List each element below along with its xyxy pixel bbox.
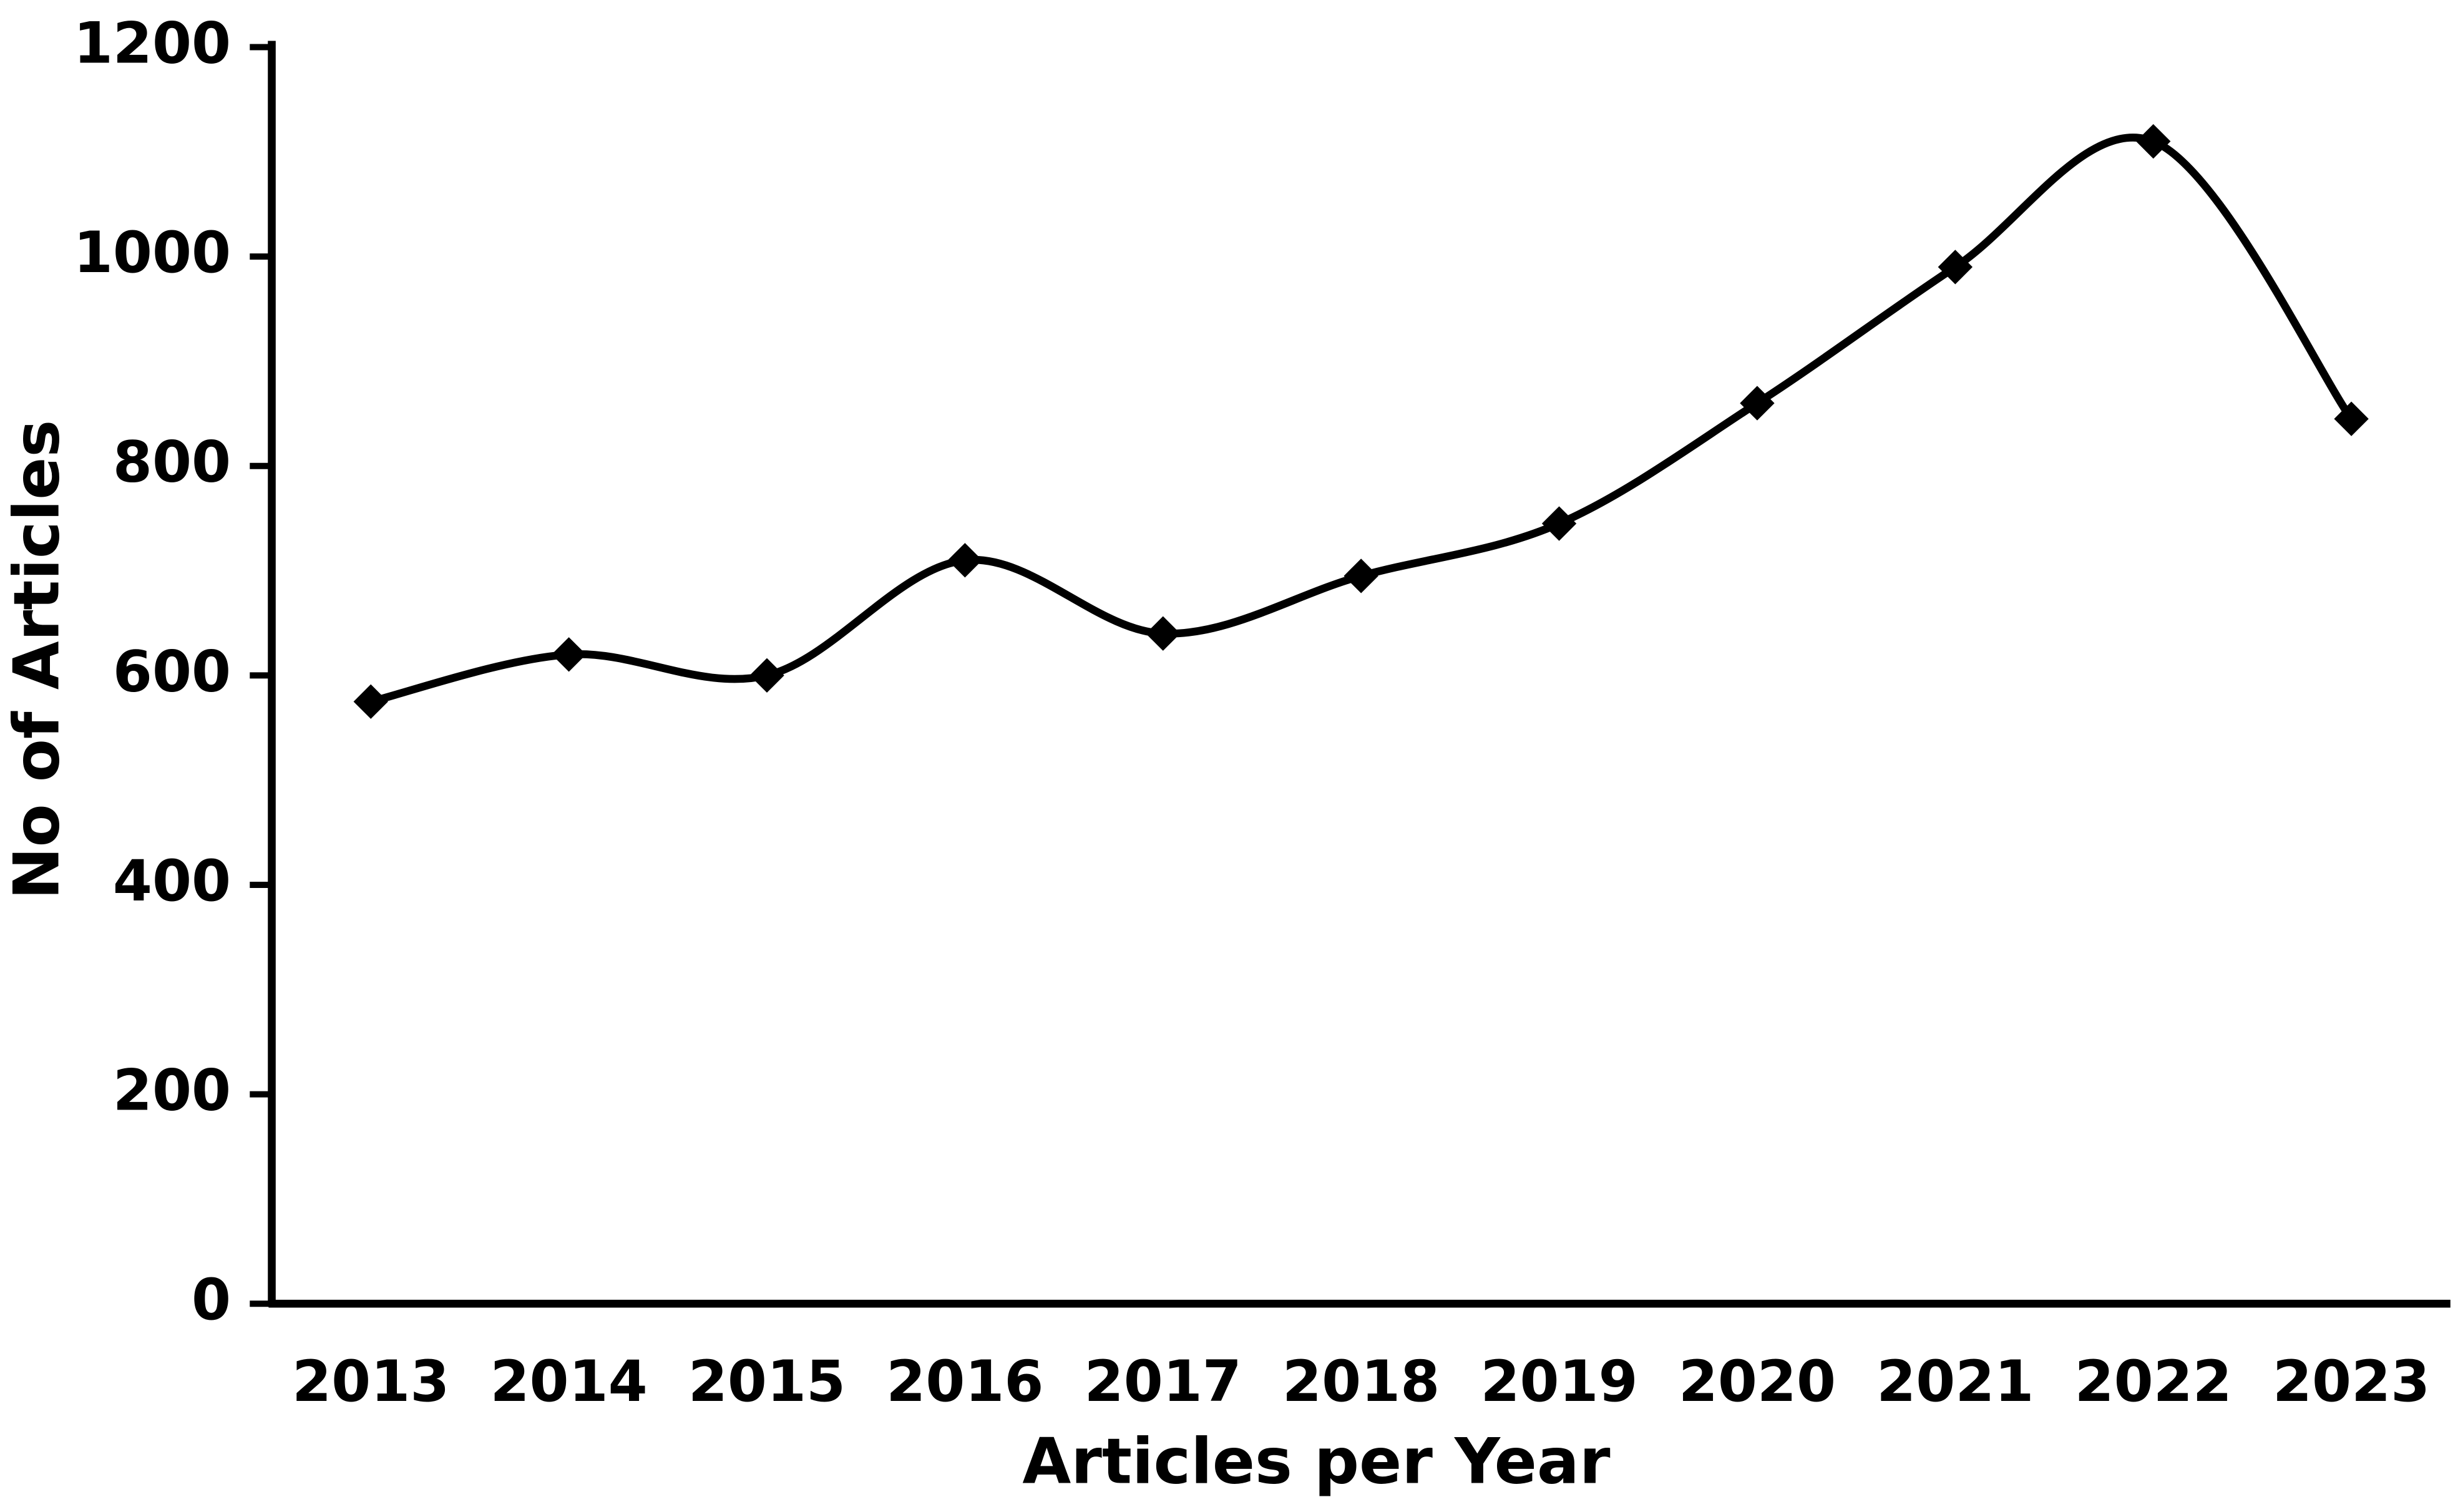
data-point bbox=[749, 658, 784, 693]
x-tick-label: 2015 bbox=[688, 1349, 846, 1415]
data-point bbox=[1541, 506, 1577, 541]
y-tick-label: 400 bbox=[113, 849, 231, 914]
y-tick-label: 1000 bbox=[74, 220, 231, 286]
data-point bbox=[551, 637, 587, 672]
y-tick-label: 200 bbox=[113, 1058, 231, 1123]
x-tick-label: 2014 bbox=[490, 1349, 648, 1415]
y-tick-label: 800 bbox=[113, 430, 231, 495]
y-tick-label: 600 bbox=[113, 639, 231, 705]
x-tick-label: 2020 bbox=[1679, 1349, 1836, 1415]
x-tick-label: 2017 bbox=[1085, 1349, 1242, 1415]
data-point bbox=[1938, 250, 1973, 285]
x-tick-label: 2016 bbox=[886, 1349, 1043, 1415]
data-point bbox=[2136, 124, 2171, 159]
y-tick-label: 0 bbox=[192, 1267, 231, 1333]
data-point bbox=[947, 543, 983, 578]
x-tick-label: 2019 bbox=[1480, 1349, 1637, 1415]
data-point bbox=[1146, 616, 1181, 651]
y-tick-label: 1200 bbox=[74, 11, 231, 76]
data-line bbox=[369, 134, 2355, 706]
x-tick-label: 2018 bbox=[1282, 1349, 1440, 1415]
x-tick-label: 2013 bbox=[292, 1349, 449, 1415]
y-axis-title: No of Articles bbox=[0, 420, 73, 900]
data-point bbox=[1344, 558, 1378, 593]
x-axis-title: Articles per Year bbox=[1022, 1425, 1611, 1498]
x-tick-label: 2021 bbox=[1876, 1349, 2034, 1415]
x-tick-label: 2023 bbox=[2273, 1349, 2430, 1415]
data-point bbox=[2334, 401, 2369, 436]
x-tick-label: 2022 bbox=[2075, 1349, 2232, 1415]
data-point bbox=[353, 684, 388, 719]
